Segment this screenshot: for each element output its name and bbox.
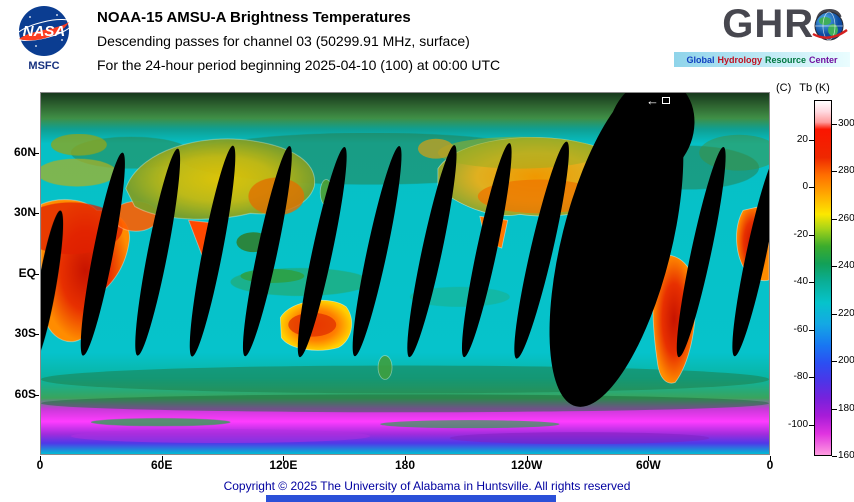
new-zealand bbox=[377, 355, 393, 380]
kelvin-tick bbox=[832, 408, 837, 410]
celsius-tick bbox=[809, 424, 814, 426]
lon-tick bbox=[648, 456, 650, 461]
lon-tick bbox=[283, 456, 285, 461]
celsius-tick bbox=[809, 377, 814, 379]
europe bbox=[41, 158, 117, 187]
lat-tick bbox=[34, 394, 39, 396]
lat-label-EQ: EQ bbox=[18, 265, 36, 280]
celsius-tick-label: 20 bbox=[796, 133, 808, 145]
lat-label-30N: 30N bbox=[13, 205, 36, 219]
copyright-line: Copyright © 2025 The University of Alaba… bbox=[223, 479, 631, 493]
ghrc-tagline-word: Resource bbox=[764, 54, 807, 65]
swath-gap bbox=[242, 146, 292, 357]
lat-tick bbox=[34, 213, 39, 214]
channel-subtitle: Descending passes for channel 03 (50299.… bbox=[97, 33, 470, 49]
ghrc-tagline: Global Hydrology Resource Center bbox=[674, 52, 850, 67]
lon-tick bbox=[526, 456, 528, 461]
swath-direction-arrow: ← bbox=[646, 93, 670, 108]
ghrc-tagline-word: Center bbox=[809, 54, 838, 65]
horizontal-scrollbar-thumb[interactable] bbox=[266, 495, 556, 502]
ghrc-tagline-word: Hydrology bbox=[717, 54, 762, 65]
globe-icon bbox=[812, 11, 848, 41]
kelvin-tick bbox=[832, 218, 837, 220]
lon-tick bbox=[161, 456, 163, 461]
swath-gap bbox=[135, 148, 181, 356]
arrow-box-icon bbox=[662, 97, 670, 104]
swath-gap bbox=[461, 143, 512, 358]
lat-label-60S: 60S bbox=[14, 386, 36, 401]
kelvin-tick-label: 220 bbox=[838, 307, 854, 319]
lat-tick bbox=[34, 273, 39, 275]
celsius-tick-label: -20 bbox=[793, 228, 808, 240]
celsius-tick bbox=[809, 139, 814, 141]
lon-label-60W: 60W bbox=[635, 458, 661, 472]
lat-tick bbox=[34, 152, 39, 154]
celsius-tick-label: 0 bbox=[802, 181, 808, 193]
kelvin-tick bbox=[832, 266, 837, 268]
celsius-tick bbox=[809, 329, 814, 331]
kelvin-tick-label: 300 bbox=[838, 117, 854, 129]
alaska bbox=[417, 138, 454, 159]
arrow-glyph: ← bbox=[646, 93, 659, 108]
swath-gap bbox=[514, 141, 569, 359]
colorbar bbox=[814, 100, 832, 456]
nasa-logo-text: NASA bbox=[23, 23, 66, 40]
colorbar-units: (C) Tb (K) bbox=[776, 82, 830, 94]
brightness-temperature-map bbox=[40, 92, 770, 455]
swath-gap bbox=[407, 145, 457, 358]
lon-label-0: 0 bbox=[36, 458, 44, 472]
swath-gap bbox=[608, 93, 695, 180]
lat-label-60N: 60N bbox=[13, 144, 36, 159]
kelvin-tick-label: 160 bbox=[838, 450, 854, 461]
kelvin-tick bbox=[832, 313, 837, 315]
kelvin-tick bbox=[832, 361, 837, 363]
kelvin-tick-label: 180 bbox=[838, 402, 854, 414]
red-swoosh bbox=[19, 22, 69, 41]
lon-label-0: 0 bbox=[766, 458, 774, 472]
kelvin-tick bbox=[832, 123, 837, 125]
kelvin-tick-label: 240 bbox=[838, 260, 854, 272]
period-line: For the 24-hour period beginning 2025-04… bbox=[97, 57, 501, 73]
celsius-tick-label: -80 bbox=[793, 371, 808, 383]
swath-gap bbox=[676, 147, 726, 358]
nasa-logo: NASA bbox=[15, 6, 73, 56]
kelvin-tick bbox=[832, 171, 837, 173]
swath-gap bbox=[41, 210, 64, 364]
lon-label-60E: 60E bbox=[150, 458, 173, 472]
kelvin-tick-label: 280 bbox=[838, 165, 854, 177]
swath-gap bbox=[732, 153, 769, 357]
kelvin-tick-label: 200 bbox=[838, 355, 854, 367]
celsius-tick bbox=[809, 234, 814, 236]
antarctic-band bbox=[70, 418, 710, 445]
lon-tick bbox=[770, 456, 771, 461]
celsius-unit-label: (C) bbox=[776, 82, 792, 94]
kelvin-tick bbox=[832, 456, 837, 457]
celsius-tick-label: -100 bbox=[787, 418, 808, 430]
celsius-tick-label: -40 bbox=[793, 276, 808, 288]
ghrc-logo: GHRC Global Hydrology Resource Center bbox=[674, 0, 850, 67]
swath-gap bbox=[352, 146, 402, 357]
lon-label-180: 180 bbox=[394, 458, 416, 472]
lon-label-120W: 120W bbox=[510, 458, 543, 472]
page-title: NOAA-15 AMSU-A Brightness Temperatures bbox=[97, 9, 411, 26]
swath-gap bbox=[297, 147, 347, 358]
swath-gap bbox=[189, 145, 236, 357]
celsius-tick bbox=[809, 282, 814, 284]
data-gap-swaths bbox=[41, 93, 769, 407]
msfc-label: MSFC bbox=[28, 60, 60, 72]
kelvin-unit-label: Tb (K) bbox=[799, 82, 830, 94]
celsius-tick bbox=[809, 187, 814, 189]
ghrc-tagline-word: Global bbox=[686, 54, 715, 65]
swath-gap bbox=[80, 152, 125, 356]
lat-label-30S: 30S bbox=[14, 326, 36, 340]
kelvin-tick-label: 260 bbox=[838, 212, 854, 224]
lon-tick bbox=[40, 456, 41, 461]
lat-tick bbox=[34, 334, 39, 335]
lon-label-120E: 120E bbox=[269, 458, 298, 472]
celsius-tick-label: -60 bbox=[793, 323, 808, 335]
ghrc-red-swoosh bbox=[812, 29, 848, 39]
lon-tick bbox=[405, 456, 406, 461]
